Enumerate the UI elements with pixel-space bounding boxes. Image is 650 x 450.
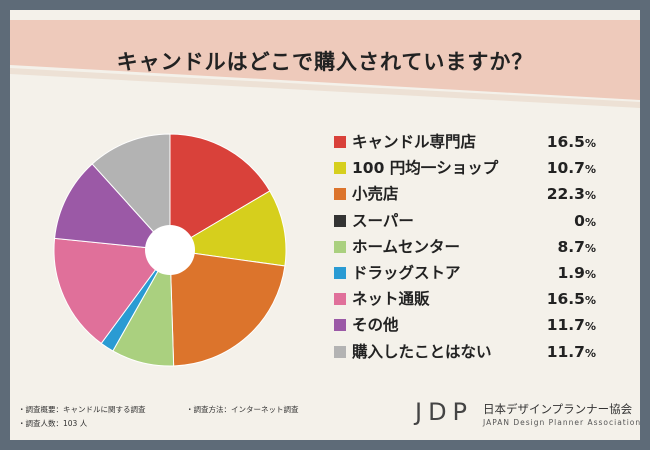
legend-value-unit: %	[584, 346, 596, 360]
legend-swatch	[334, 293, 346, 306]
legend-row: その他 11.7%	[334, 313, 596, 339]
legend-value-number: 8.7	[557, 237, 585, 256]
legend-swatch	[334, 214, 346, 227]
legend-value: 1.9%	[558, 261, 597, 287]
pie-slice-7	[53, 237, 171, 345]
legend: キャンドル専門店 16.5% 100 円均一ショップ 10.7% 小売店 22.3% スーパ…	[334, 130, 596, 366]
legend-value: 16.5%	[547, 130, 596, 156]
legend-label: ドラッグストア	[352, 263, 461, 282]
legend-value-unit: %	[584, 294, 596, 308]
legend-value-number: 16.5	[546, 133, 585, 151]
legend-value-number: 1.9	[557, 263, 585, 282]
legend-value-number: 16.5	[546, 290, 585, 309]
legend-value: 22.3%	[547, 182, 596, 208]
legend-swatch	[334, 319, 346, 332]
logo-mark: JDP	[415, 398, 474, 426]
footnote-survey-overview: ・調査概要：キャンドルに関する調査	[18, 405, 146, 414]
legend-swatch	[334, 136, 346, 148]
legend-value-number: 0	[574, 211, 585, 230]
legend-swatch	[334, 345, 346, 358]
legend-row: 小売店 22.3%	[334, 182, 596, 208]
legend-value-unit: %	[584, 320, 596, 334]
legend-label: ホームセンター	[352, 237, 461, 256]
legend-value-unit: %	[584, 189, 596, 203]
legend-value: 16.5%	[547, 287, 596, 313]
logo-name-ja: 日本デザインプランナー協会	[483, 402, 633, 416]
legend-value-number: 11.7	[546, 342, 585, 361]
legend-row: ネット通販 16.5%	[334, 287, 596, 313]
title-ribbon	[10, 20, 640, 108]
legend-value-unit: %	[584, 241, 596, 255]
legend-value: 10.7%	[547, 156, 596, 182]
legend-swatch	[334, 266, 346, 279]
legend-value: 11.7%	[547, 340, 596, 366]
legend-label: 購入したことはない	[352, 342, 492, 361]
legend-label: ネット通販	[352, 290, 430, 309]
footnote-survey-method: ・調査方法：インターネット調査	[186, 405, 299, 414]
pie-slice-8	[54, 163, 172, 251]
legend-label: スーパー	[352, 211, 414, 230]
legend-value: 0%	[574, 209, 596, 235]
legend-row: スーパー 0%	[334, 209, 596, 235]
legend-value-number: 10.7	[546, 159, 585, 178]
legend-value-unit: %	[584, 215, 596, 229]
legend-row: ドラッグストア 1.9%	[334, 261, 596, 287]
legend-row: 購入したことはない 11.7%	[334, 340, 596, 366]
legend-swatch	[334, 240, 346, 253]
legend-value-unit: %	[584, 163, 596, 177]
donut-hole	[145, 225, 195, 275]
legend-value: 8.7%	[558, 235, 597, 261]
pie-slice-3	[169, 249, 286, 367]
chart-title: キャンドルはどこで購入されていますか？	[116, 50, 534, 74]
legend-label: キャンドル専門店	[352, 133, 477, 151]
legend-swatch	[334, 188, 346, 201]
legend-value-number: 11.7	[546, 316, 585, 335]
pie-chart	[53, 133, 287, 367]
footnote-respondents: ・調査人数：103 人	[18, 419, 88, 428]
legend-value-unit: %	[584, 267, 596, 281]
legend-row: キャンドル専門店 16.5%	[334, 130, 596, 156]
legend-value-unit: %	[584, 137, 596, 150]
legend-row: 100 円均一ショップ 10.7%	[334, 156, 596, 182]
pie-slice-2	[168, 190, 287, 267]
logo-name-en: JAPAN Design Planner Association	[483, 418, 640, 427]
pie-slice-9	[91, 133, 171, 252]
legend-label: 小売店	[352, 185, 399, 204]
legend-swatch	[334, 162, 346, 175]
legend-value: 11.7%	[547, 313, 596, 339]
legend-value-number: 22.3	[546, 185, 585, 204]
legend-row: ホームセンター 8.7%	[334, 235, 596, 261]
paper-background: キャンドルはどこで購入されていますか？ キャンドル専門店 16.5% 100 円均一…	[10, 10, 640, 440]
jdp-logo: JDP 日本デザインプランナー協会 JAPAN Design Planner A…	[415, 398, 640, 433]
legend-label: 100 円均一ショップ	[352, 159, 499, 178]
pie-slice-1	[169, 133, 271, 251]
legend-label: その他	[352, 316, 399, 335]
